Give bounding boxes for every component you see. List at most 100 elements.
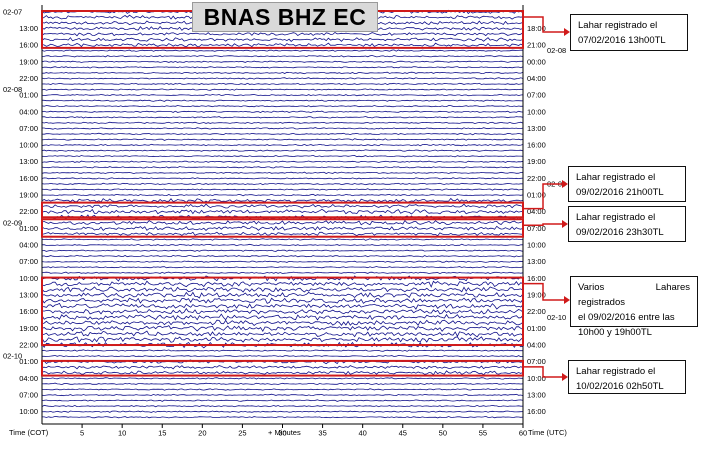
left-time-label: 13:00 xyxy=(19,291,38,300)
trace-hour-19 xyxy=(41,116,524,119)
arrow-line-lahar-2 xyxy=(523,183,563,210)
right-time-label: 01:00 xyxy=(527,324,546,333)
trace-hour-15 xyxy=(41,93,524,97)
trace-hour-38 xyxy=(41,219,524,226)
trace-hour-47 xyxy=(41,271,524,275)
trace-hour-24 xyxy=(41,143,524,147)
annotation-line: Lahar registrado el xyxy=(576,172,656,183)
left-time-label: 22:00 xyxy=(19,74,38,83)
annotation-line: el 09/02/2016 entre las xyxy=(578,312,675,323)
trace-hour-64 xyxy=(41,365,524,370)
arrow-head-lahar-2 xyxy=(562,180,568,188)
right-time-label: 16:00 xyxy=(527,274,546,283)
arrow-head-lahares-4 xyxy=(564,296,570,304)
trace-hour-65 xyxy=(41,370,524,376)
x-axis-right-label: Time (UTC) xyxy=(528,428,567,437)
left-time-label: 07:00 xyxy=(19,257,38,266)
trace-hour-7 xyxy=(41,49,524,52)
left-date-label: 02-09 xyxy=(3,218,22,227)
right-time-label: 13:00 xyxy=(527,391,546,400)
trace-hour-21 xyxy=(42,127,524,130)
x-tick-label: 30 xyxy=(278,429,286,438)
trace-hour-6 xyxy=(41,42,524,48)
right-time-label: 13:00 xyxy=(527,124,546,133)
event-frame-lahares-4 xyxy=(41,276,524,347)
trace-hour-58 xyxy=(41,330,524,338)
annotation-line: 09/02/2016 23h30TL xyxy=(576,227,664,238)
right-time-label: 16:00 xyxy=(527,141,546,150)
annotation-lahar-5: Lahar registrado el 10/02/2016 02h50TL xyxy=(568,360,686,394)
annotation-line: Varios Lahares registrados xyxy=(578,282,690,308)
trace-hour-46 xyxy=(41,265,524,269)
trace-hour-40 xyxy=(41,231,524,237)
left-time-label: 19:00 xyxy=(19,324,38,333)
trace-hour-9 xyxy=(41,60,524,63)
annotation-lahares-4: Varios Lahares registrados el 09/02/2016… xyxy=(570,276,698,338)
right-date-label: 02-10 xyxy=(547,313,566,322)
right-time-label: 16:00 xyxy=(527,407,546,416)
right-time-label: 10:00 xyxy=(527,374,546,383)
arrow-line-lahar-3 xyxy=(523,223,563,227)
left-time-label: 04:00 xyxy=(19,107,38,116)
trace-hour-34 xyxy=(41,197,524,203)
trace-hour-25 xyxy=(41,149,524,152)
trace-hour-5 xyxy=(41,37,524,42)
trace-hour-72 xyxy=(41,410,524,413)
right-time-label: 10:00 xyxy=(527,241,546,250)
right-time-label: 22:00 xyxy=(527,174,546,183)
station-title-box: BNAS BHZ EC xyxy=(192,2,378,32)
left-time-label: 01:00 xyxy=(19,91,38,100)
x-axis-label: + Minutes xyxy=(268,428,301,437)
trace-hour-62 xyxy=(42,355,524,358)
right-time-label: 18:00 xyxy=(527,24,546,33)
left-time-label: 10:00 xyxy=(19,274,38,283)
trace-hour-12 xyxy=(41,77,524,80)
trace-hour-50 xyxy=(41,286,524,293)
right-time-label: 07:00 xyxy=(527,357,546,366)
left-time-label: 19:00 xyxy=(19,191,38,200)
trace-hour-27 xyxy=(41,160,524,163)
right-time-label: 19:00 xyxy=(527,157,546,166)
left-time-axis: 13:00 16:00 19:00 22:00 01:00 04:00 07:00 10:00… xyxy=(3,7,38,416)
trace-hour-57 xyxy=(41,325,524,333)
right-time-label: 00:00 xyxy=(527,57,546,66)
trace-hour-49 xyxy=(41,280,524,288)
trace-hour-4 xyxy=(41,32,524,37)
left-time-label: 10:00 xyxy=(19,141,38,150)
left-time-label: 07:00 xyxy=(19,124,38,133)
trace-hour-8 xyxy=(42,55,524,58)
annotation-line: 10h00 y 19h00TL xyxy=(578,327,652,338)
trace-hour-10 xyxy=(41,66,524,69)
x-tick-label: 10 xyxy=(118,429,126,438)
trace-hour-28 xyxy=(41,166,524,169)
right-time-label: 21:00 xyxy=(527,41,546,50)
trace-hour-70 xyxy=(41,399,524,402)
event-frame-lahar-2 xyxy=(41,201,524,219)
left-time-label: 04:00 xyxy=(19,241,38,250)
left-time-label: 13:00 xyxy=(19,157,38,166)
x-tick-label: 50 xyxy=(439,429,447,438)
trace-hour-23 xyxy=(41,138,524,141)
x-tick-label: 5 xyxy=(80,429,84,438)
trace-hour-33 xyxy=(41,193,524,197)
event-frame-lahar-5 xyxy=(41,359,524,377)
left-time-label: 07:00 xyxy=(19,391,38,400)
left-date-label: 02-10 xyxy=(3,352,22,361)
x-tick-label: 45 xyxy=(399,429,407,438)
trace-hour-14 xyxy=(41,88,524,91)
x-axis-left-label: Time (COT) xyxy=(9,428,49,437)
arrow-line-lahares-4 xyxy=(523,282,565,301)
x-tick-label: 25 xyxy=(238,429,246,438)
trace-hour-73 xyxy=(42,415,524,419)
right-time-label: 19:00 xyxy=(527,291,546,300)
event-frame-lahar-3 xyxy=(41,218,524,238)
annotation-lahar-2: Lahar registrado el 09/02/2016 21h00TL xyxy=(568,166,686,202)
right-time-label: 07:00 xyxy=(527,91,546,100)
left-time-label: 16:00 xyxy=(19,307,38,316)
trace-hour-17 xyxy=(41,105,524,108)
annotation-line: Lahar registrado el xyxy=(578,20,658,31)
right-time-label: 07:00 xyxy=(527,224,546,233)
annotation-lahar-1: Lahar registrado el 07/02/2016 13h00TL xyxy=(570,14,688,51)
minutes-axis: 5 10 15 20 25 30 35 40 45 50 55 60 xyxy=(80,424,527,438)
